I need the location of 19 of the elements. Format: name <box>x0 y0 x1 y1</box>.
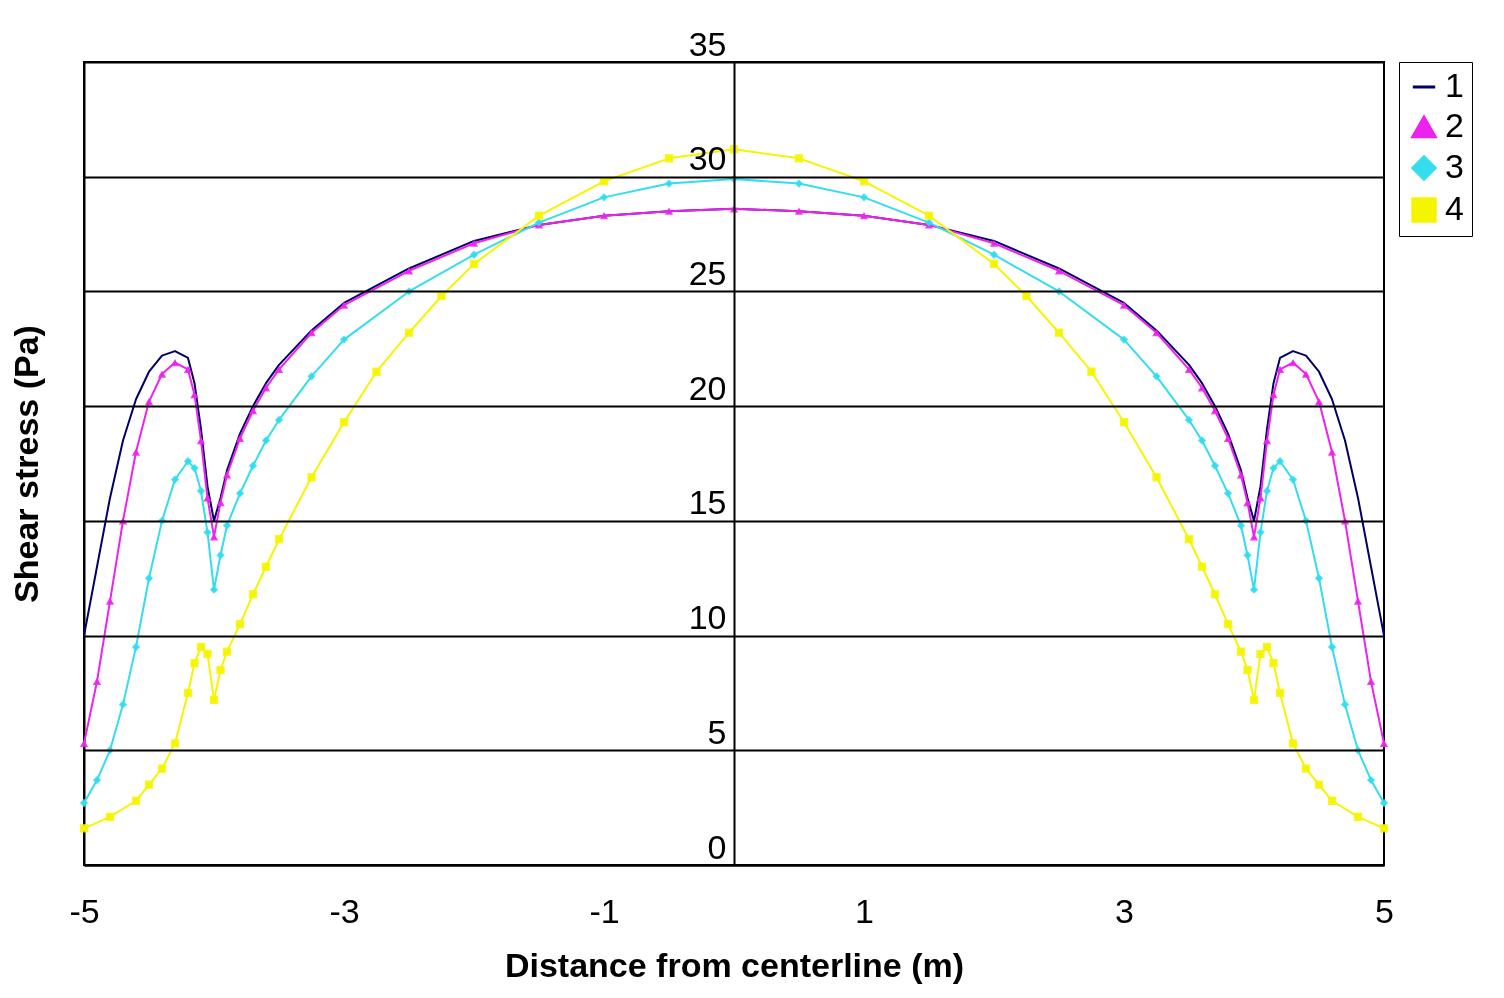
y-tick-label: 15 <box>688 483 727 522</box>
x-tick-label: 1 <box>855 891 874 930</box>
x-tick-label: -5 <box>69 891 100 930</box>
legend-label: 3 <box>1445 147 1464 185</box>
x-tick-label: -3 <box>329 891 360 930</box>
y-tick-label: 25 <box>688 253 727 292</box>
y-tick-label: 20 <box>688 368 727 407</box>
legend-label: 1 <box>1445 66 1464 104</box>
legend-label: 2 <box>1445 106 1464 144</box>
x-axis-title: Distance from centerline (m) <box>504 945 965 984</box>
x-tick-label: -1 <box>589 891 620 930</box>
y-tick-label: 35 <box>688 24 727 63</box>
x-tick-label: 5 <box>1375 891 1394 930</box>
legend-label: 4 <box>1445 189 1464 227</box>
y-tick-label: 5 <box>707 712 727 751</box>
y-axis-title: Shear stress (Pa) <box>6 325 45 603</box>
x-tick-label: 3 <box>1115 891 1134 930</box>
y-tick-label: 10 <box>688 598 727 637</box>
y-tick-label: 0 <box>707 827 727 866</box>
